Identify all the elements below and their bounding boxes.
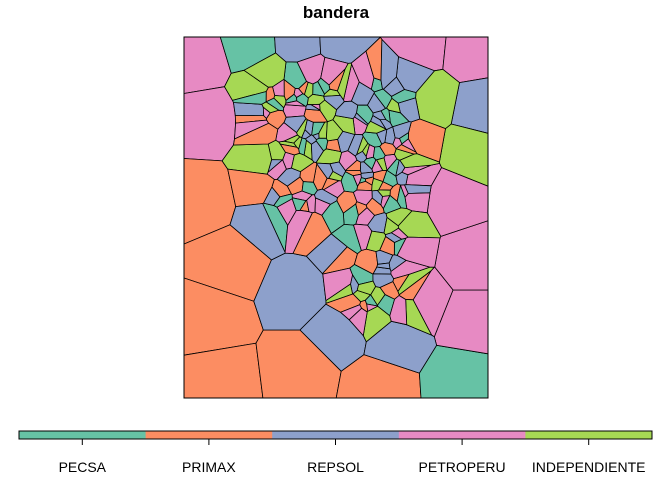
voronoi-cell [298, 80, 309, 96]
map-frame [183, 36, 489, 399]
voronoi-cell [365, 230, 387, 252]
voronoi-cell [399, 153, 441, 169]
voronoi-cell [305, 233, 348, 275]
voronoi-cell [380, 38, 399, 90]
voronoi-cell [273, 193, 293, 208]
voronoi-cell [395, 171, 409, 186]
voronoi-cell [355, 207, 376, 226]
voronoi-cell [325, 283, 354, 304]
voronoi-cell [298, 137, 307, 156]
voronoi-cell [301, 181, 318, 196]
voronoi-cell [311, 121, 326, 136]
voronoi-cell [376, 262, 391, 270]
legend-swatch [398, 431, 526, 439]
legend-bar-outline [18, 430, 653, 440]
voronoi-cell [396, 236, 441, 268]
voronoi-cell [305, 104, 321, 111]
voronoi-cell [261, 101, 280, 114]
voronoi-cell [310, 140, 324, 163]
voronoi-cell [386, 97, 401, 114]
map-title: bandera [302, 3, 370, 22]
voronoi-cell [372, 146, 386, 161]
voronoi-cell [391, 89, 417, 104]
voronoi-cell [371, 190, 383, 206]
voronoi-cell [334, 100, 359, 120]
voronoi-cell [320, 56, 349, 86]
voronoi-cell [389, 295, 408, 326]
voronoi-cell [364, 120, 387, 134]
legend-swatch [525, 431, 653, 439]
voronoi-cell [375, 249, 394, 265]
voronoi-cell [282, 104, 307, 118]
voronoi-cell [348, 307, 368, 337]
voronoi-cell [317, 77, 331, 95]
legend-label-primax: PRIMAX [182, 459, 236, 475]
voronoi-cell [403, 184, 432, 194]
voronoi-cell [356, 280, 377, 296]
voronoi-cell [363, 156, 377, 170]
voronoi-cell [360, 171, 374, 180]
voronoi-cell [184, 86, 237, 162]
legend-label-pecsa: PECSA [58, 459, 107, 475]
legend-swatch [145, 431, 273, 439]
voronoi-cell [325, 119, 344, 142]
legend-color-bar [18, 430, 653, 445]
legend-label-repsol: REPSOL [307, 459, 364, 475]
voronoi-regions [184, 37, 488, 398]
voronoi-cell [275, 122, 298, 143]
voronoi-cell [265, 86, 276, 103]
legend-label-independiente: INDEPENDIENTE [531, 459, 646, 475]
voronoi-cell [266, 159, 287, 180]
legend-label-petroperu: PETROPERU [418, 459, 506, 475]
voronoi-cell [233, 122, 279, 146]
voronoi-cell [316, 162, 334, 179]
voronoi-cell [291, 197, 307, 212]
voronoi-cell [347, 134, 364, 157]
voronoi-cell [322, 180, 345, 199]
voronoi-cell [229, 203, 286, 261]
voronoi-cell [313, 188, 338, 205]
legend-swatch [272, 431, 400, 439]
legend-swatch [19, 431, 147, 439]
